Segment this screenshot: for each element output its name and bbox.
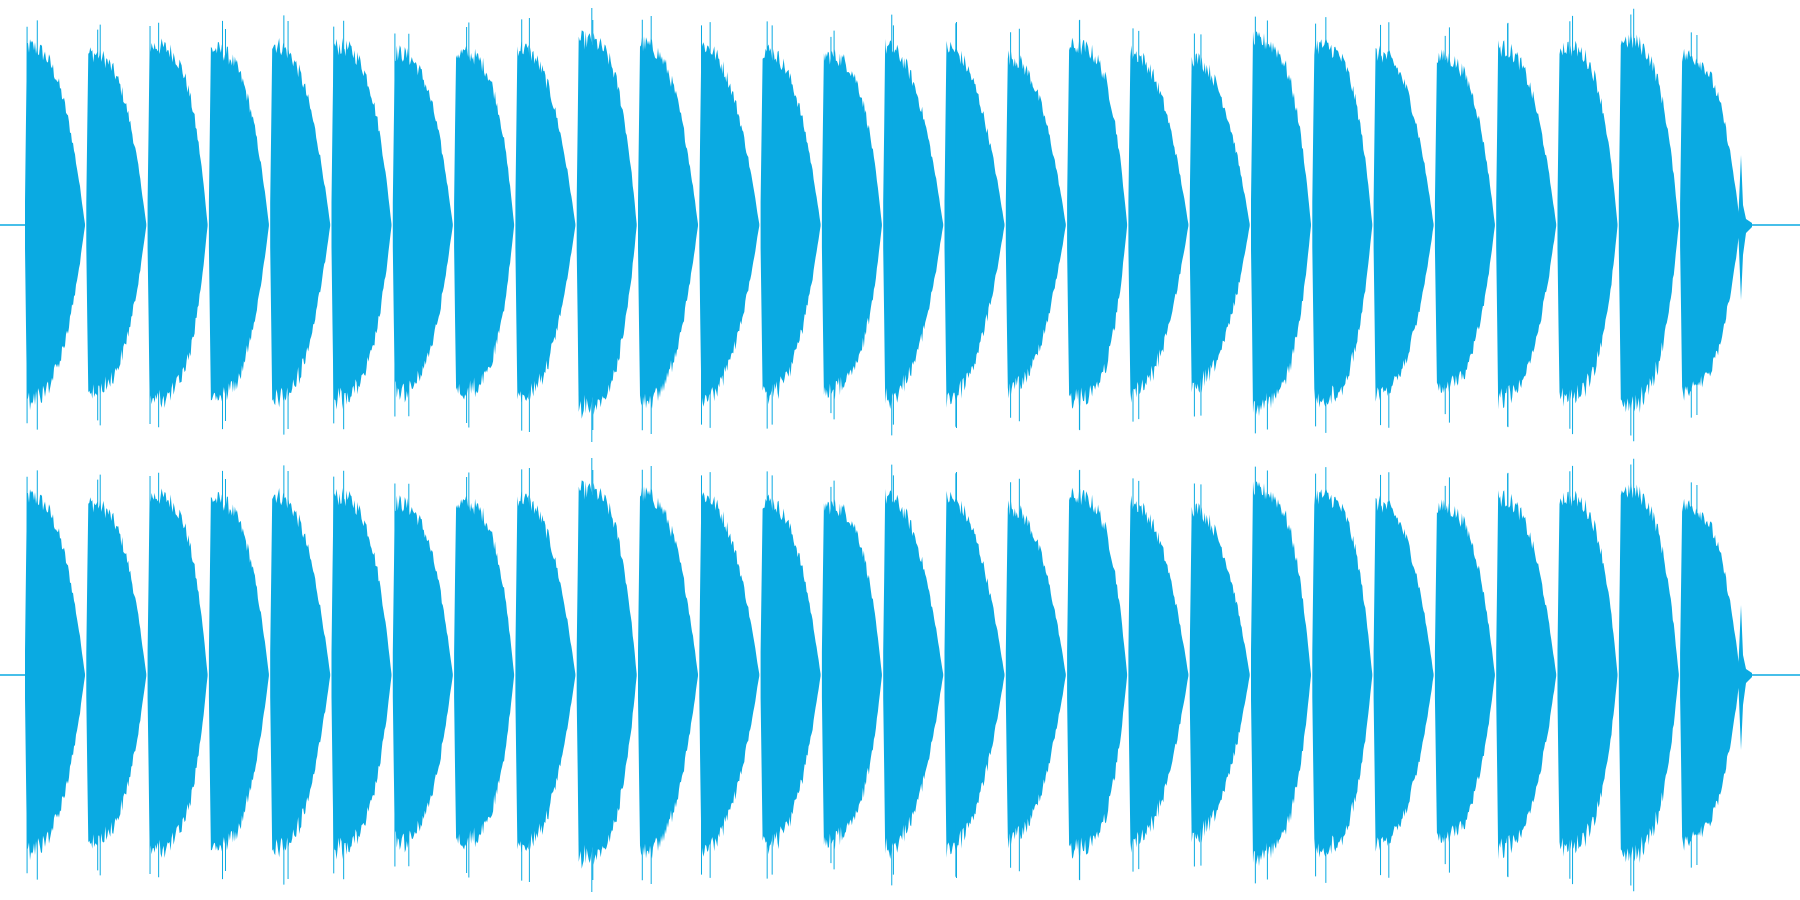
waveform-burst xyxy=(576,480,637,869)
waveform-burst xyxy=(699,42,760,407)
waveform-burst xyxy=(1128,495,1189,853)
waveform-burst xyxy=(1373,495,1434,852)
waveform-burst xyxy=(331,487,392,860)
waveform-burst xyxy=(208,42,269,402)
waveform-tail xyxy=(1738,605,1752,750)
waveform-burst xyxy=(392,495,453,853)
waveform-burst xyxy=(821,49,882,400)
waveform-burst xyxy=(1496,490,1557,860)
waveform-burst xyxy=(821,499,882,850)
waveform-burst xyxy=(1557,490,1618,857)
waveform-burst xyxy=(1251,481,1311,867)
waveform-burst xyxy=(638,486,698,859)
waveform-burst xyxy=(1618,31,1679,414)
waveform-burst xyxy=(1680,48,1741,401)
waveform-burst xyxy=(760,44,821,405)
waveform-burst xyxy=(1128,45,1189,403)
waveform-burst xyxy=(1557,40,1618,407)
waveform-burst xyxy=(760,494,821,855)
waveform-burst xyxy=(25,39,85,411)
waveform-burst xyxy=(25,489,85,861)
waveform-burst xyxy=(576,30,637,419)
waveform-burst xyxy=(331,37,392,410)
waveform-burst xyxy=(1251,31,1311,417)
waveform-burst xyxy=(1434,49,1495,393)
waveform-burst xyxy=(1312,39,1373,408)
waveform-burst xyxy=(86,497,147,849)
waveform-burst xyxy=(515,41,576,403)
waveform-burst xyxy=(883,488,944,859)
waveform-burst xyxy=(454,495,515,850)
waveform-burst xyxy=(1189,53,1250,393)
waveform-burst xyxy=(147,38,208,408)
waveform-burst xyxy=(270,38,331,408)
waveform-burst xyxy=(454,45,515,400)
waveform-burst xyxy=(944,490,1005,858)
waveform-burst xyxy=(699,492,760,857)
waveform-burst xyxy=(1189,503,1250,843)
waveform-burst xyxy=(638,36,698,409)
waveform-burst xyxy=(883,38,944,410)
waveform-burst xyxy=(1496,40,1557,410)
waveform-burst xyxy=(1005,499,1066,849)
waveform-burst xyxy=(1067,37,1128,409)
waveform-burst xyxy=(1680,498,1741,851)
waveform-burst xyxy=(1434,499,1495,843)
waveform-burst xyxy=(1618,481,1679,863)
waveform-burst xyxy=(1312,489,1373,858)
waveform-burst xyxy=(86,47,147,399)
waveform-burst xyxy=(270,488,331,858)
waveform-tail xyxy=(1738,155,1752,300)
waveform-burst xyxy=(208,492,269,852)
waveform-burst xyxy=(1067,487,1128,859)
waveform-burst xyxy=(944,40,1005,408)
waveform-burst xyxy=(147,488,208,858)
waveform-burst xyxy=(515,491,576,853)
waveform-burst xyxy=(1005,49,1066,399)
waveform-burst xyxy=(392,45,453,403)
waveform-burst xyxy=(1373,45,1434,402)
